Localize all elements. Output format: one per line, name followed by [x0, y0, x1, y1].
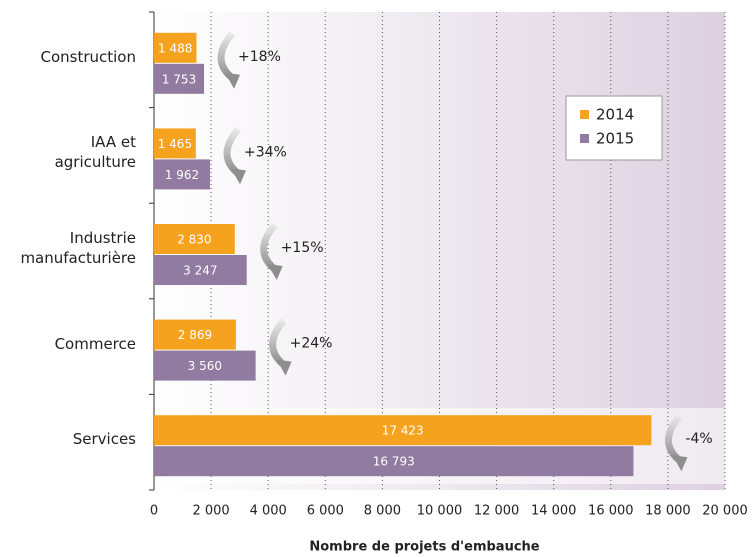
- x-tick-label: 12 000: [474, 504, 520, 519]
- x-tick-label: 8 000: [364, 504, 401, 519]
- x-tick-label: 4 000: [250, 504, 287, 519]
- x-tick-label: 16 000: [588, 504, 634, 519]
- bar: [154, 255, 247, 285]
- bar-value-label: 1 962: [165, 168, 199, 182]
- bar-value-label: 17 423: [382, 424, 424, 438]
- legend-label: 2014: [596, 106, 634, 124]
- x-axis-title: Nombre de projets d'embauche: [309, 540, 539, 555]
- bar: [154, 224, 235, 254]
- bar-value-label: 2 830: [177, 233, 211, 247]
- change-arrow-head: [225, 72, 241, 89]
- x-tick-label: 6 000: [307, 504, 344, 519]
- category-label: Commerce: [54, 334, 136, 353]
- x-tick-label: 0: [150, 504, 158, 519]
- change-annotation: +18%: [238, 49, 281, 65]
- change-annotation: +34%: [244, 144, 287, 160]
- bar-value-label: 1 753: [162, 72, 196, 86]
- legend: 2014 2015: [565, 95, 663, 161]
- bar-value-label: 1 488: [158, 41, 192, 55]
- bar: [154, 32, 197, 63]
- category-label: Services: [72, 430, 136, 449]
- change-arrow-head: [672, 455, 688, 472]
- bar-value-label: 3 247: [183, 264, 217, 278]
- legend-box: [565, 95, 663, 161]
- x-tick-label: 14 000: [531, 504, 577, 519]
- legend-label: 2015: [596, 130, 634, 148]
- change-arrow-head: [267, 264, 283, 280]
- bar-value-label: 16 793: [373, 455, 415, 469]
- category-label: Industrie manufacturière: [20, 229, 136, 267]
- bar: [154, 415, 652, 446]
- bar-value-label: 2 869: [178, 328, 212, 342]
- change-annotation: -4%: [685, 431, 712, 447]
- change-annotation: +15%: [281, 240, 324, 256]
- bar: [154, 63, 205, 94]
- bar-value-label: 3 560: [188, 359, 222, 373]
- change-arrow-head: [276, 359, 292, 376]
- bar: [154, 128, 196, 159]
- x-tick-label: 18 000: [645, 504, 691, 519]
- bar: [154, 319, 236, 350]
- bar: [154, 446, 634, 477]
- x-tick-label: 10 000: [417, 504, 463, 519]
- bar: [154, 350, 256, 381]
- legend-swatch: [580, 110, 589, 119]
- legend-swatch: [580, 134, 589, 143]
- category-label: IAA et agriculture: [54, 133, 136, 172]
- category-label: Construction: [40, 47, 136, 66]
- change-arrow-head: [231, 168, 247, 185]
- x-tick-label: 20 000: [702, 504, 748, 519]
- bar: [154, 159, 211, 190]
- change-annotation: +24%: [290, 336, 333, 352]
- x-tick-label: 2 000: [192, 504, 229, 519]
- bar-value-label: 1 465: [158, 137, 192, 151]
